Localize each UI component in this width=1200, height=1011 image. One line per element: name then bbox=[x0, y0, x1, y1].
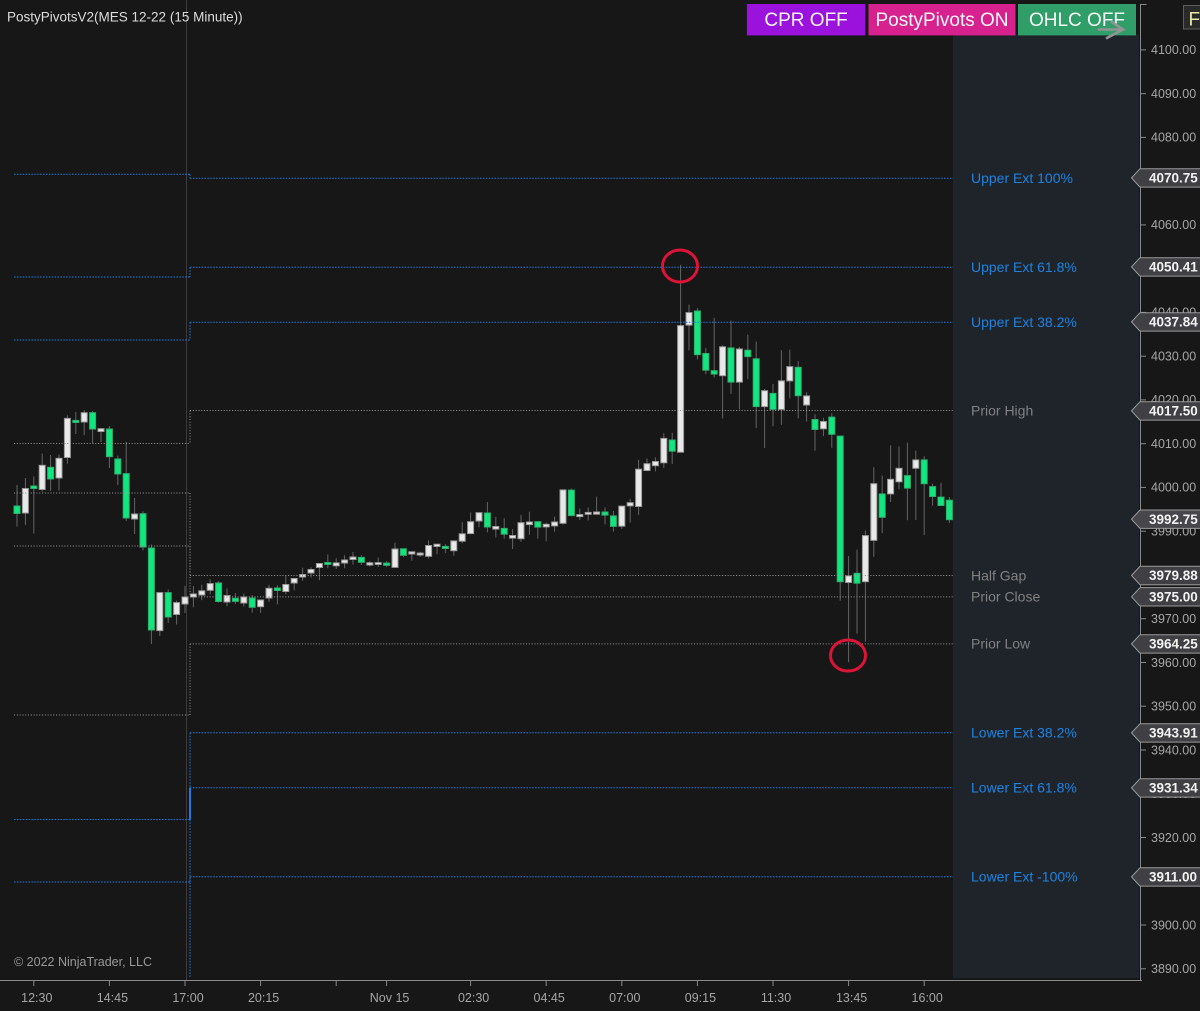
svg-text:3950.00: 3950.00 bbox=[1151, 700, 1196, 714]
svg-text:3940.00: 3940.00 bbox=[1151, 743, 1196, 757]
svg-text:12:30: 12:30 bbox=[21, 991, 52, 1005]
svg-text:Prior Low: Prior Low bbox=[971, 636, 1031, 652]
svg-text:3900.00: 3900.00 bbox=[1151, 918, 1196, 932]
svg-text:OHLC OFF: OHLC OFF bbox=[1029, 10, 1125, 31]
svg-text:Lower Ext 61.8%: Lower Ext 61.8% bbox=[971, 780, 1077, 796]
svg-text:4017.50: 4017.50 bbox=[1149, 404, 1198, 419]
svg-text:4010.00: 4010.00 bbox=[1151, 437, 1196, 451]
svg-text:3979.88: 3979.88 bbox=[1149, 568, 1198, 583]
svg-text:11:30: 11:30 bbox=[761, 991, 791, 1005]
svg-text:Nov 15: Nov 15 bbox=[370, 991, 410, 1005]
svg-text:3890.00: 3890.00 bbox=[1151, 962, 1196, 976]
svg-text:4030.00: 4030.00 bbox=[1151, 350, 1196, 364]
svg-text:3964.25: 3964.25 bbox=[1149, 637, 1198, 652]
svg-text:16:00: 16:00 bbox=[912, 991, 943, 1005]
svg-text:09:15: 09:15 bbox=[685, 991, 716, 1005]
svg-text:Prior Close: Prior Close bbox=[971, 589, 1040, 605]
svg-text:Upper Ext 38.2%: Upper Ext 38.2% bbox=[971, 314, 1077, 330]
svg-text:4037.84: 4037.84 bbox=[1149, 315, 1198, 330]
svg-text:Lower Ext -100%: Lower Ext -100% bbox=[971, 869, 1078, 885]
svg-text:4090.00: 4090.00 bbox=[1151, 87, 1196, 101]
svg-text:Prior High: Prior High bbox=[971, 402, 1033, 418]
svg-text:3920.00: 3920.00 bbox=[1151, 831, 1196, 845]
svg-text:4070.75: 4070.75 bbox=[1149, 171, 1198, 186]
svg-text:07:00: 07:00 bbox=[609, 991, 640, 1005]
svg-text:4060.00: 4060.00 bbox=[1151, 218, 1196, 232]
svg-text:Half Gap: Half Gap bbox=[971, 567, 1026, 583]
svg-text:3943.91: 3943.91 bbox=[1149, 726, 1198, 741]
svg-text:4000.00: 4000.00 bbox=[1151, 481, 1196, 495]
svg-text:3960.00: 3960.00 bbox=[1151, 656, 1196, 670]
svg-text:4100.00: 4100.00 bbox=[1151, 43, 1196, 57]
svg-text:Upper Ext 100%: Upper Ext 100% bbox=[971, 170, 1073, 186]
svg-text:13:45: 13:45 bbox=[836, 991, 867, 1005]
svg-text:3911.00: 3911.00 bbox=[1149, 870, 1197, 885]
svg-text:14:45: 14:45 bbox=[97, 991, 128, 1005]
svg-text:02:30: 02:30 bbox=[458, 991, 489, 1005]
svg-text:F: F bbox=[1189, 10, 1200, 31]
svg-text:04:45: 04:45 bbox=[534, 991, 565, 1005]
svg-text:PostyPivots ON: PostyPivots ON bbox=[875, 10, 1008, 31]
svg-text:Upper Ext 61.8%: Upper Ext 61.8% bbox=[971, 259, 1077, 275]
svg-text:3931.34: 3931.34 bbox=[1149, 781, 1198, 796]
svg-text:3975.00: 3975.00 bbox=[1149, 589, 1198, 604]
svg-text:4050.41: 4050.41 bbox=[1149, 260, 1198, 275]
svg-text:PostyPivotsV2(MES 12-22 (15 Mi: PostyPivotsV2(MES 12-22 (15 Minute)) bbox=[7, 10, 243, 25]
svg-text:3992.75: 3992.75 bbox=[1149, 512, 1198, 527]
svg-text:4080.00: 4080.00 bbox=[1151, 131, 1196, 145]
svg-text:17:00: 17:00 bbox=[172, 991, 203, 1005]
svg-text:20:15: 20:15 bbox=[248, 991, 279, 1005]
svg-text:CPR OFF: CPR OFF bbox=[764, 10, 847, 31]
svg-text:3970.00: 3970.00 bbox=[1151, 612, 1196, 626]
svg-text:© 2022 NinjaTrader, LLC: © 2022 NinjaTrader, LLC bbox=[14, 955, 152, 969]
svg-text:Lower Ext 38.2%: Lower Ext 38.2% bbox=[971, 725, 1077, 741]
